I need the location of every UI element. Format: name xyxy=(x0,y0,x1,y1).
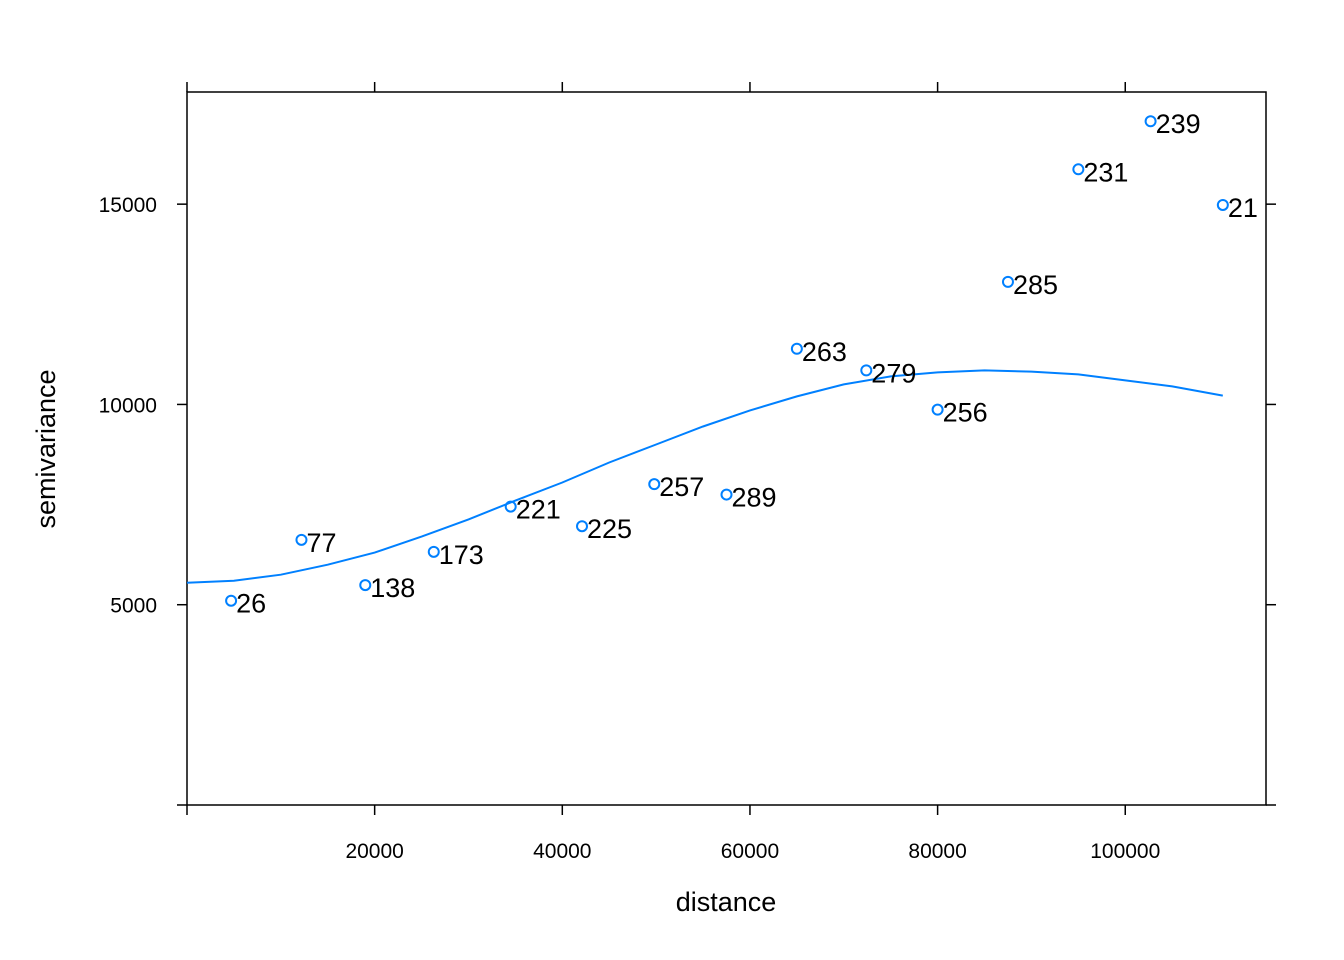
plot-frame xyxy=(186,91,1267,806)
data-point xyxy=(1072,163,1085,176)
data-point xyxy=(720,488,733,501)
point-label: 77 xyxy=(306,528,336,558)
point-label: 26 xyxy=(236,589,266,619)
point-label: 21 xyxy=(1228,193,1258,223)
axes xyxy=(186,91,1267,806)
point-label: 225 xyxy=(587,514,632,544)
x-tick-label: 20000 xyxy=(345,840,403,863)
point-label: 221 xyxy=(516,495,561,525)
x-tick-label: 100000 xyxy=(1090,840,1160,863)
fit-line-group xyxy=(186,369,1223,584)
data-point xyxy=(359,579,372,592)
fit-line xyxy=(186,369,1223,584)
point-label: 285 xyxy=(1013,270,1058,300)
point-label: 289 xyxy=(732,483,777,513)
data-point xyxy=(1001,275,1014,288)
data-point xyxy=(576,520,589,533)
data-point xyxy=(931,403,944,416)
data-point xyxy=(427,545,440,558)
data-point xyxy=(860,364,873,377)
point-label: 257 xyxy=(659,472,704,502)
point-label: 256 xyxy=(943,398,988,428)
point-label: 231 xyxy=(1083,157,1128,187)
data-point xyxy=(790,342,803,355)
axis-ticks: 20000 40000 60000 80000 100000 5000 10000 15000 xyxy=(99,82,1276,863)
point-label: 279 xyxy=(871,358,916,388)
y-axis-title: semivariance xyxy=(31,369,61,528)
x-tick-label: 60000 xyxy=(721,840,779,863)
data-point xyxy=(1216,198,1229,211)
x-tick-label: 80000 xyxy=(908,840,966,863)
y-tick-label: 15000 xyxy=(99,194,157,217)
x-tick-label: 40000 xyxy=(533,840,591,863)
data-point xyxy=(648,478,661,491)
point-label: 173 xyxy=(439,540,484,570)
point-label: 263 xyxy=(802,337,847,367)
x-axis-title: distance xyxy=(676,887,777,917)
point-label: 239 xyxy=(1156,109,1201,139)
y-tick-label: 10000 xyxy=(99,394,157,417)
data-point xyxy=(295,533,308,546)
data-point xyxy=(1144,115,1157,128)
y-tick-label: 5000 xyxy=(110,595,157,618)
point-label: 138 xyxy=(370,573,415,603)
points-group: 26 77 138 173 221 225 257 289 263 279 256 285 231 239… xyxy=(225,109,1258,619)
data-point xyxy=(225,594,238,607)
data-point xyxy=(504,500,517,513)
